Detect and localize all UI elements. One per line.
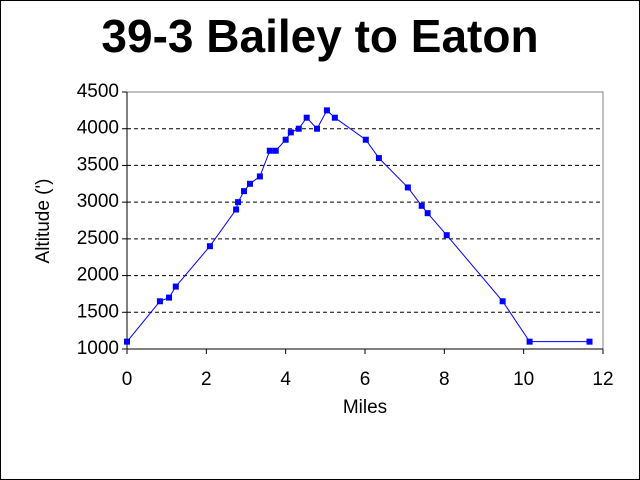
- marker: [166, 294, 173, 301]
- marker: [295, 125, 302, 132]
- marker: [418, 202, 425, 209]
- y-tick-label: 2000: [77, 265, 119, 286]
- line: [126, 109, 590, 343]
- marker: [362, 136, 369, 143]
- marker: [287, 129, 294, 136]
- marker: [172, 283, 179, 290]
- y-tick-label: 1000: [77, 338, 119, 359]
- x-axis-label: Miles: [343, 397, 387, 418]
- marker: [246, 180, 253, 187]
- y-tick-label: 4500: [77, 81, 119, 102]
- x-tick-label: 0: [122, 369, 133, 390]
- marker: [266, 147, 273, 154]
- y-axis-label: Altitude ('): [33, 179, 54, 264]
- y-tick-label: 4000: [77, 118, 119, 139]
- y-tick-label: 1500: [77, 301, 119, 322]
- marker: [282, 136, 289, 143]
- marker: [586, 338, 593, 345]
- marker: [272, 147, 279, 154]
- marker: [526, 338, 533, 345]
- y-tick-label: 3500: [77, 154, 119, 175]
- x-tick-label: 8: [439, 369, 450, 390]
- marker: [124, 338, 130, 345]
- marker: [323, 107, 330, 114]
- y-tick-label: 2500: [77, 228, 119, 249]
- x-tick-label: 6: [360, 369, 371, 390]
- marker: [156, 298, 163, 305]
- y-tick-label: 3000: [77, 191, 119, 212]
- marker: [331, 114, 338, 121]
- x-tick-label: 10: [513, 369, 534, 390]
- marker: [499, 298, 506, 305]
- marker: [404, 184, 411, 191]
- x-tick-label: 2: [201, 369, 212, 390]
- marker: [241, 188, 248, 195]
- marker: [303, 114, 310, 121]
- marker: [375, 155, 382, 162]
- marker: [314, 125, 321, 132]
- x-tick-label: 12: [592, 369, 613, 390]
- marker: [424, 210, 431, 217]
- marker: [256, 173, 263, 180]
- marker: [235, 199, 242, 206]
- marker: [443, 232, 450, 239]
- marker: [233, 206, 240, 213]
- marker: [206, 243, 213, 250]
- x-tick-label: 4: [280, 369, 291, 390]
- chart-title: 39-3 Bailey to Eaton: [101, 10, 538, 62]
